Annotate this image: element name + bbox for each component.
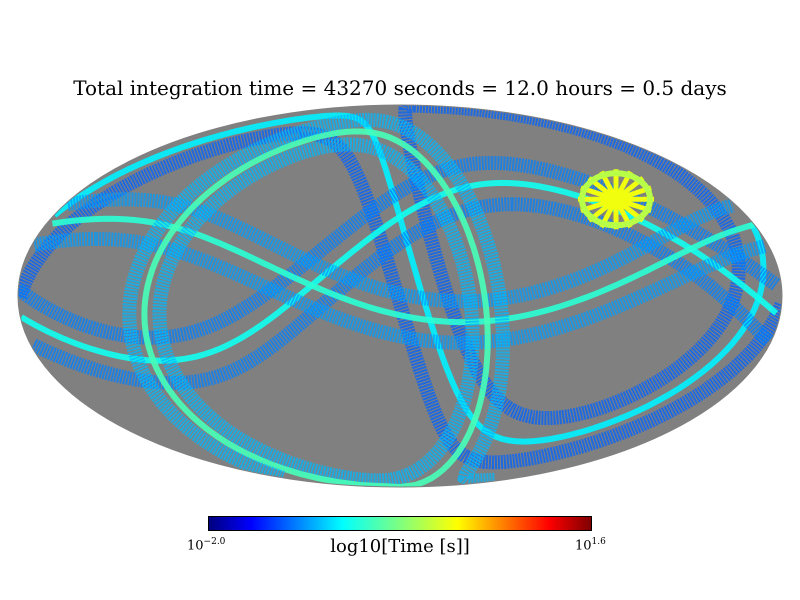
scan-track: [18, 126, 782, 470]
scan-track: [51, 215, 755, 326]
scan-track: [141, 128, 491, 487]
scan-track: [122, 112, 510, 487]
colorbar-min-label: 10−2.0: [187, 537, 226, 554]
hotspot-spoke: [580, 185, 652, 214]
colorbar: [208, 516, 592, 531]
scan-track: [52, 112, 767, 445]
scan-track: [66, 192, 735, 309]
scan-track: [152, 137, 480, 487]
scan-track: [33, 231, 767, 350]
scan-tracks: [18, 105, 782, 487]
hotspot-ring: [579, 170, 653, 229]
colorbar-label: log10[Time [s]]: [330, 536, 470, 557]
scan-track: [30, 197, 774, 391]
colorbar-max-label: 101.6: [575, 537, 606, 554]
chart-title: Total integration time = 43270 seconds =…: [73, 76, 727, 100]
scan-track: [398, 105, 746, 426]
scan-track: [19, 179, 779, 364]
